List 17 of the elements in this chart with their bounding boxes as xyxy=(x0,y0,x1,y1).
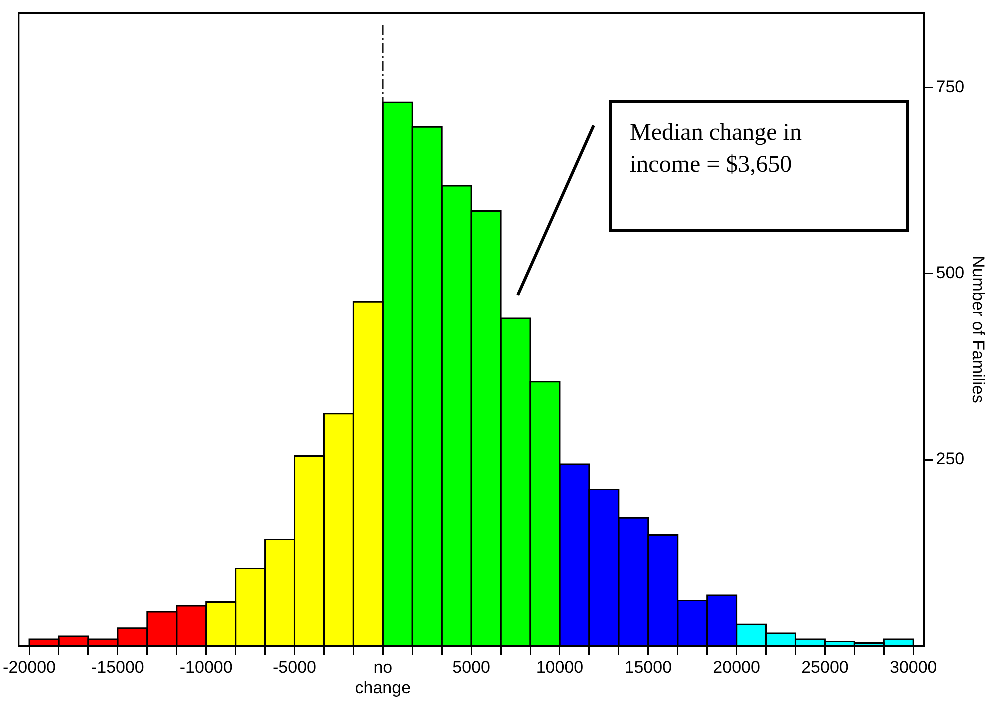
annotation: Median change in income = $3,650 xyxy=(629,119,803,180)
y-tick-label: 500 xyxy=(936,264,965,283)
x-tick-label: -15000 xyxy=(91,658,144,678)
x-tick-label: 5000 xyxy=(452,658,490,678)
x-tick-label: 15000 xyxy=(624,658,672,678)
y-tick-label: 750 xyxy=(936,77,965,96)
x-tick-label: -10000 xyxy=(180,658,233,678)
y-tick-label: 250 xyxy=(936,450,965,469)
x-tick-label: -5000 xyxy=(273,658,316,678)
y-axis-title: Number of Families xyxy=(969,256,988,404)
x-tick-label: 10000 xyxy=(536,658,584,678)
x-tick-label: -20000 xyxy=(3,658,56,678)
x-tick-label: no change xyxy=(355,658,412,698)
x-tick-label: 25000 xyxy=(802,658,849,678)
callout-box: Median change in income = $3,650 xyxy=(609,100,909,232)
x-tick-label: 30000 xyxy=(890,658,938,678)
x-tick-label: 20000 xyxy=(713,658,760,678)
